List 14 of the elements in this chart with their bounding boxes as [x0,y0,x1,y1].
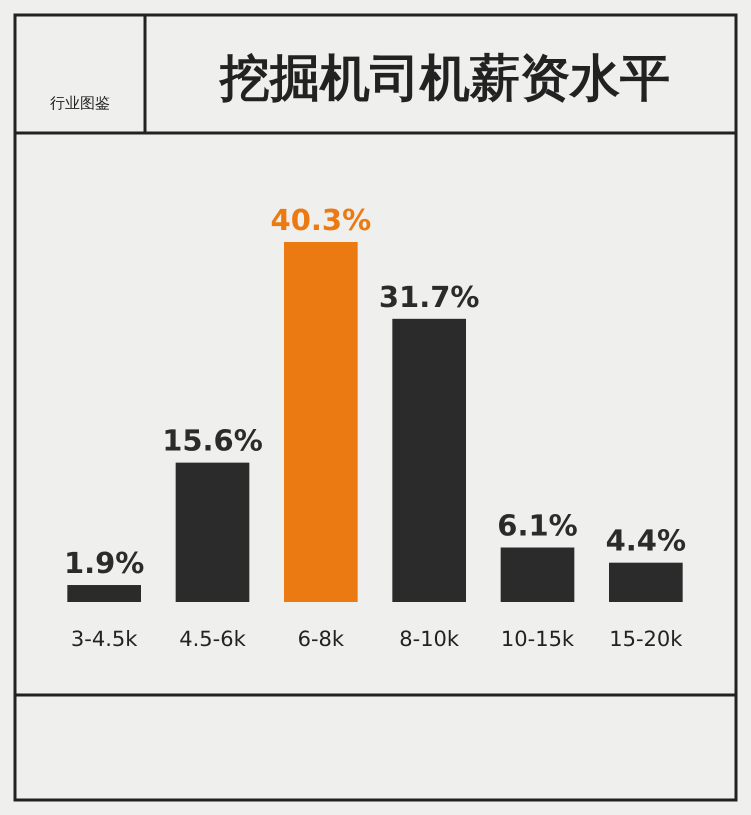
data-label: 31.7% [378,280,480,314]
x-tick-label: 6-8k [298,627,345,651]
x-tick-label: 3-4.5k [70,627,138,651]
data-label: 4.4% [606,524,686,558]
text: 行业图鉴 [50,94,110,112]
data-label: 1.9% [64,546,144,580]
chart-title: 挖掘机司机薪资水平 [218,49,670,107]
data-label: 15.6% [162,424,263,458]
x-tick-label: 15-20k [609,627,684,651]
x-tick-label: 4.5-6k [179,627,247,651]
data-label: 6.1% [497,508,578,543]
x-tick-label: 10-15k [500,627,575,651]
x-tick-label: 8-10k [399,627,460,651]
data-label: 40.3% [270,203,372,237]
